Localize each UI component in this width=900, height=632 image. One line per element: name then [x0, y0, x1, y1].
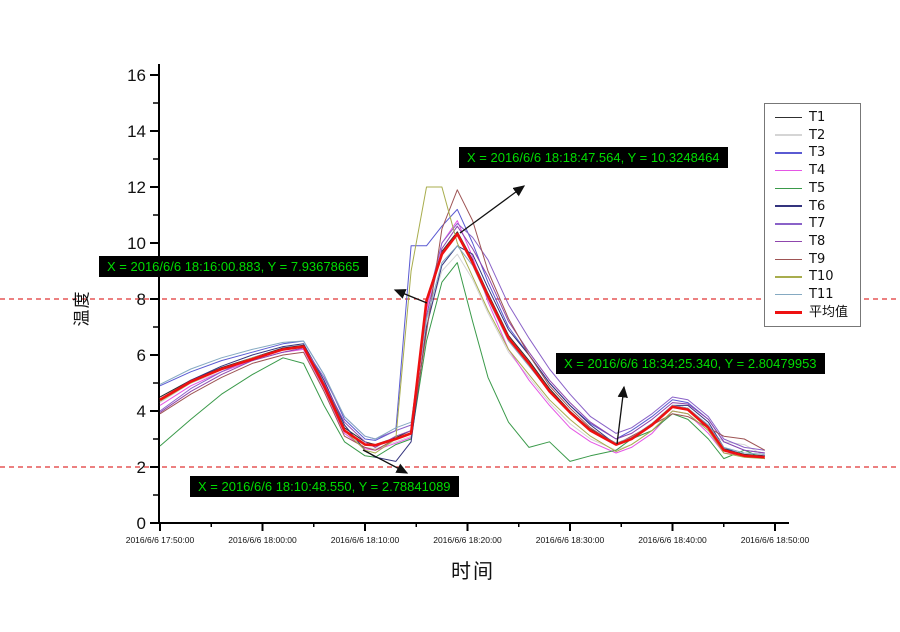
legend-line-sample — [775, 276, 802, 278]
series-line-T9 — [159, 189, 766, 451]
legend-label: 平均值 — [809, 304, 849, 320]
legend-label: T7 — [809, 216, 826, 232]
y-tick-label: 16 — [127, 66, 146, 85]
legend-label: T4 — [809, 163, 826, 179]
legend-label: T6 — [809, 198, 826, 214]
legend-entry-T4: T4 — [775, 164, 856, 177]
annotation-18-34: X = 2016/6/6 18:34:25.340, Y = 2.8047995… — [556, 353, 825, 374]
legend-line-sample — [775, 240, 802, 243]
legend-entry-平均值: 平均值 — [775, 306, 856, 319]
y-tick-label: 14 — [127, 122, 146, 141]
y-tick-label: 0 — [137, 514, 146, 533]
y-tick-label: 6 — [137, 346, 146, 365]
annotation-arrow — [393, 289, 428, 304]
legend-line-sample — [775, 223, 802, 225]
legend-line-sample — [775, 293, 802, 296]
x-tick-label: 2016/6/6 17:50:00 — [126, 535, 195, 545]
x-tick-label: 2016/6/6 18:10:00 — [331, 535, 400, 545]
x-tick-label: 2016/6/6 18:20:00 — [433, 535, 502, 545]
legend-line-sample — [775, 187, 802, 190]
y-tick-label: 4 — [137, 402, 146, 421]
legend-line-sample — [775, 258, 802, 260]
legend-line-sample — [775, 169, 802, 172]
legend-entry-T6: T6 — [775, 200, 856, 213]
legend: T1 T2 T3 T4 T5 T6 T7 T8 T9 T10 T11 平均值 — [764, 103, 861, 327]
series-line-T11 — [159, 245, 765, 455]
legend-line-sample — [775, 310, 802, 314]
legend-label: T3 — [809, 145, 826, 161]
y-tick-label: 8 — [137, 290, 146, 309]
legend-entry-T2: T2 — [775, 129, 856, 142]
legend-line-sample — [775, 134, 802, 136]
legend-entry-T8: T8 — [775, 235, 856, 248]
legend-entry-T3: T3 — [775, 146, 856, 159]
legend-entry-T11: T11 — [775, 288, 856, 301]
annotation-arrow — [362, 449, 409, 474]
annotation-18-16: X = 2016/6/6 18:16:00.883, Y = 7.9367866… — [99, 256, 368, 277]
legend-entry-T5: T5 — [775, 182, 856, 195]
legend-entry-T10: T10 — [775, 270, 856, 283]
legend-label: T11 — [809, 287, 834, 303]
y-tick-label: 12 — [127, 178, 146, 197]
x-tick-label: 2016/6/6 18:30:00 — [536, 535, 605, 545]
legend-line-sample — [775, 116, 802, 119]
legend-label: T9 — [809, 251, 826, 267]
annotation-arrow — [616, 385, 628, 445]
legend-entry-T1: T1 — [775, 111, 856, 124]
legend-label: T8 — [809, 234, 826, 250]
legend-label: T1 — [809, 110, 826, 125]
x-axis-title: 时间 — [451, 559, 495, 583]
x-tick-label: 2016/6/6 18:00:00 — [228, 535, 297, 545]
legend-line-sample — [775, 152, 802, 154]
legend-entry-T7: T7 — [775, 217, 856, 230]
x-tick-label: 2016/6/6 18:50:00 — [741, 535, 810, 545]
annotation-18-18: X = 2016/6/6 18:18:47.564, Y = 10.324846… — [459, 147, 728, 168]
annotation-arrow — [459, 185, 526, 234]
annotation-18-10: X = 2016/6/6 18:10:48.550, Y = 2.7884108… — [190, 476, 459, 497]
legend-label: T5 — [809, 180, 826, 196]
legend-label: T2 — [809, 127, 826, 143]
y-tick-label: 10 — [127, 234, 146, 253]
y-tick-label: 2 — [137, 458, 146, 477]
x-tick-label: 2016/6/6 18:40:00 — [638, 535, 707, 545]
series-line-平均值 — [159, 232, 765, 459]
y-axis-title: 温度 — [72, 290, 93, 327]
legend-entry-T9: T9 — [775, 253, 856, 266]
legend-label: T10 — [809, 269, 834, 285]
legend-line-sample — [775, 205, 802, 207]
